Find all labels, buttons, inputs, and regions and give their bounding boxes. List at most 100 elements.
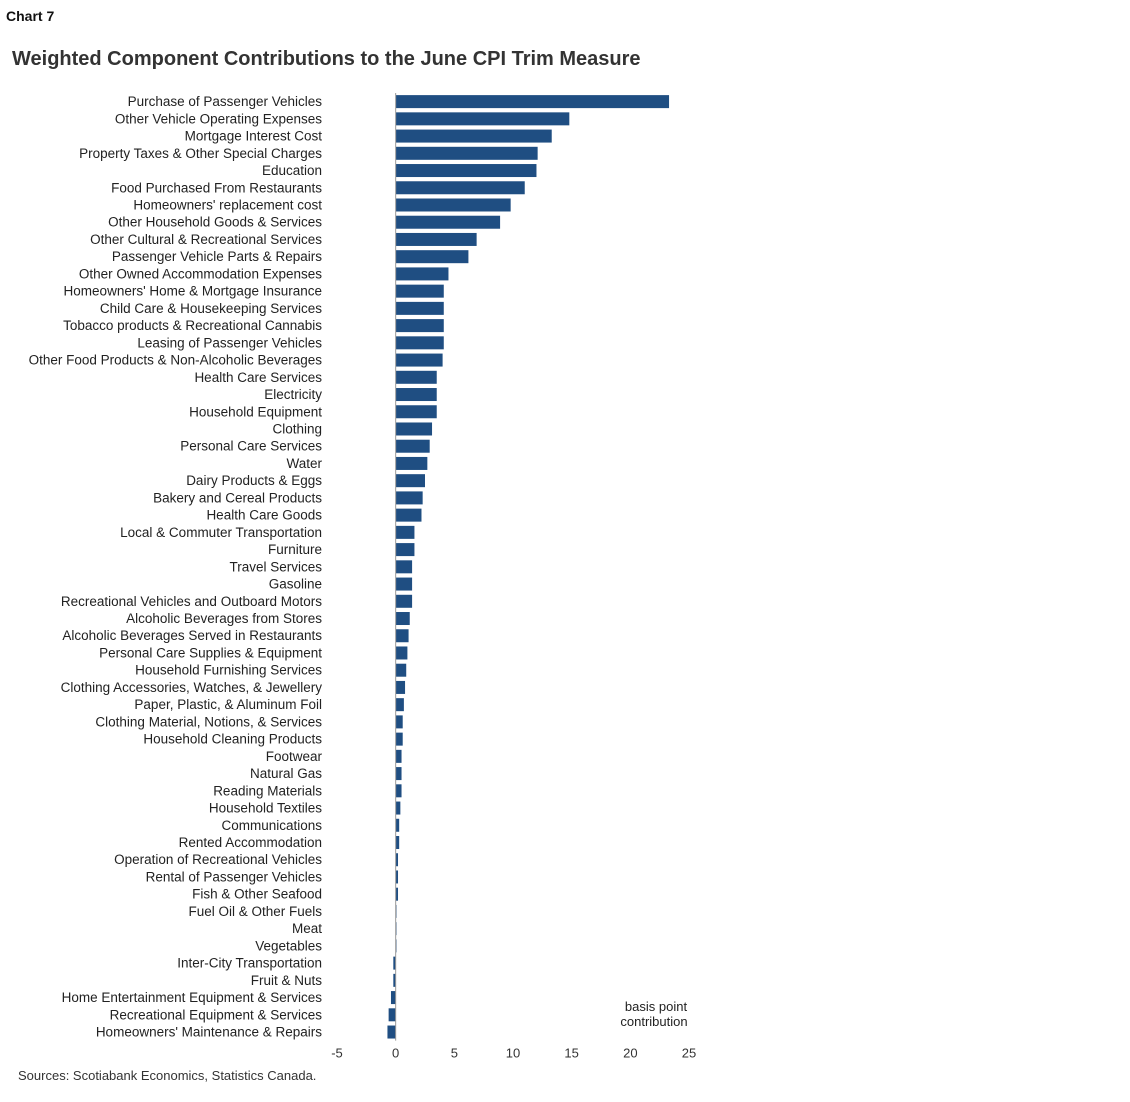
chart-number: Chart 7 <box>6 8 55 24</box>
category-label: Bakery and Cereal Products <box>153 490 322 505</box>
category-label: Dairy Products & Eggs <box>186 473 322 488</box>
category-label: Food Purchased From Restaurants <box>111 180 322 195</box>
category-label: Other Cultural & Recreational Services <box>90 232 322 247</box>
bar <box>395 612 410 626</box>
category-label: Household Textiles <box>209 801 322 816</box>
category-label: Electricity <box>264 387 322 402</box>
bar <box>395 215 501 229</box>
category-label: Recreational Equipment & Services <box>110 1007 323 1022</box>
bar <box>395 853 399 867</box>
x-tick-label: -5 <box>331 1046 343 1061</box>
category-label: Recreational Vehicles and Outboard Motor… <box>61 594 322 609</box>
bar <box>388 1008 396 1022</box>
x-tick-label: 0 <box>392 1046 399 1061</box>
category-label: Health Care Services <box>194 370 322 385</box>
bar <box>393 956 396 970</box>
category-label: Communications <box>221 818 322 833</box>
category-labels: Purchase of Passenger Vehicles Other Vehi… <box>29 94 323 1039</box>
category-label: Clothing Material, Notions, & Services <box>95 714 322 729</box>
category-label: Household Furnishing Services <box>135 663 322 678</box>
bar <box>395 198 511 212</box>
bar <box>395 129 552 143</box>
bar <box>395 594 413 608</box>
x-tick-label: 5 <box>451 1046 458 1061</box>
bar <box>395 456 428 470</box>
category-label: Water <box>286 456 322 471</box>
category-label: Alcoholic Beverages Served in Restaurant… <box>62 628 322 643</box>
category-label: Local & Commuter Transportation <box>120 525 322 540</box>
unit-label-line-1: basis point <box>625 999 688 1014</box>
bar <box>395 405 437 419</box>
bar <box>395 629 409 643</box>
bar <box>387 1025 396 1039</box>
category-label: Personal Care Services <box>180 439 322 454</box>
category-label: Travel Services <box>229 559 322 574</box>
x-tick-label: 20 <box>623 1046 637 1061</box>
category-label: Paper, Plastic, & Aluminum Foil <box>134 697 322 712</box>
category-label: Clothing Accessories, Watches, & Jewelle… <box>61 680 323 695</box>
sources-note: Sources: Scotiabank Economics, Statistic… <box>18 1068 317 1083</box>
category-label: Household Cleaning Products <box>143 732 322 747</box>
category-label: Fruit & Nuts <box>251 973 323 988</box>
bar <box>395 95 670 109</box>
bar <box>395 146 538 160</box>
bar <box>395 818 400 832</box>
x-axis-ticks: -5 0 5 10 15 20 25 <box>331 1046 696 1061</box>
bar <box>393 973 396 987</box>
bar <box>395 577 413 591</box>
x-tick-label: 15 <box>564 1046 578 1061</box>
category-label: Property Taxes & Other Special Charges <box>79 146 322 161</box>
chart-title: Weighted Component Contributions to the … <box>12 48 641 70</box>
category-label: Personal Care Supplies & Equipment <box>99 645 322 660</box>
bar <box>395 715 403 729</box>
category-label: Homeowners' Home & Mortgage Insurance <box>64 284 322 299</box>
bar <box>395 181 525 195</box>
bar <box>395 525 415 539</box>
bar <box>395 560 413 574</box>
category-label: Homeowners' replacement cost <box>133 197 322 212</box>
bar <box>395 388 437 402</box>
category-label: Education <box>262 163 322 178</box>
bar <box>395 698 404 712</box>
bar <box>395 663 407 677</box>
bar <box>395 474 425 488</box>
category-label: Alcoholic Beverages from Stores <box>126 611 322 626</box>
bar <box>395 370 437 384</box>
x-tick-label: 25 <box>682 1046 696 1061</box>
x-tick-label: 10 <box>506 1046 520 1061</box>
bar <box>395 267 449 281</box>
category-label: Natural Gas <box>250 766 322 781</box>
category-label: Meat <box>292 921 322 936</box>
bar <box>395 680 406 694</box>
category-label: Passenger Vehicle Parts & Repairs <box>112 249 322 264</box>
category-label: Home Entertainment Equipment & Services <box>62 990 323 1005</box>
bar <box>395 767 402 781</box>
bars <box>387 95 670 1039</box>
category-label: Purchase of Passenger Vehicles <box>128 94 323 109</box>
bar <box>395 439 430 453</box>
bar <box>395 732 403 746</box>
bar <box>395 801 401 815</box>
bar <box>395 301 444 315</box>
category-label: Household Equipment <box>189 404 322 419</box>
category-label: Tobacco products & Recreational Cannabis <box>63 318 322 333</box>
category-label: Health Care Goods <box>206 508 322 523</box>
category-label: Clothing <box>272 421 322 436</box>
category-label: Reading Materials <box>213 783 322 798</box>
category-label: Other Household Goods & Services <box>108 215 322 230</box>
bar <box>395 749 402 763</box>
bar <box>395 491 423 505</box>
bar <box>395 543 415 557</box>
category-label: Operation of Recreational Vehicles <box>114 852 322 867</box>
bar <box>395 422 433 436</box>
bar <box>395 250 469 264</box>
category-label: Rental of Passenger Vehicles <box>146 869 323 884</box>
category-label: Furniture <box>268 542 322 557</box>
category-label: Homeowners' Maintenance & Repairs <box>96 1025 322 1040</box>
bar <box>395 164 537 178</box>
bar <box>395 836 400 850</box>
category-label: Fish & Other Seafood <box>192 887 322 902</box>
bar <box>395 870 399 884</box>
category-label: Mortgage Interest Cost <box>185 129 323 144</box>
